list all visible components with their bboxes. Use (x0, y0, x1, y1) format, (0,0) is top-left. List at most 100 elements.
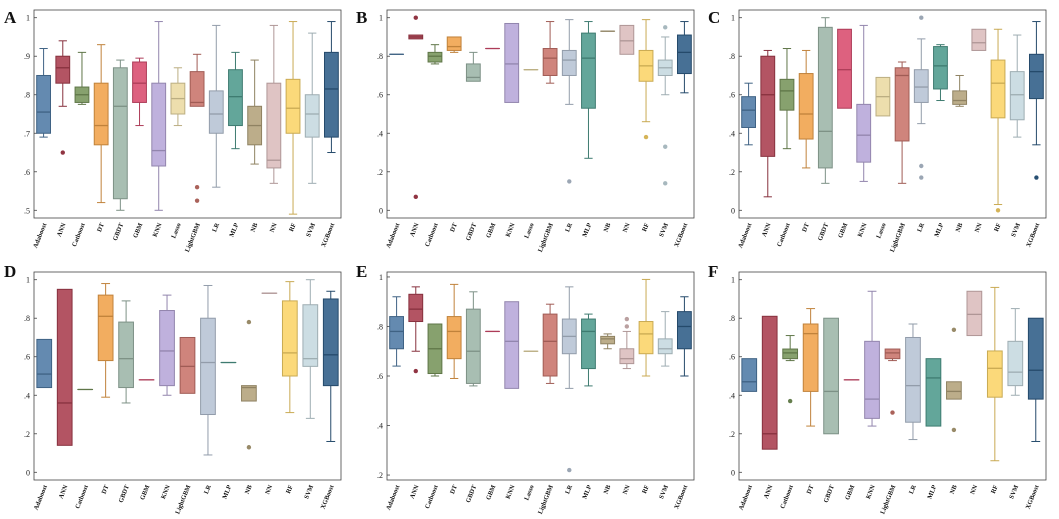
x-tick-label-adaboost: Adaboost (738, 483, 755, 511)
x-tick-label-adaboost: Adaboost (32, 221, 49, 249)
x-tick-label-catboost: Catboost (776, 221, 792, 248)
x-tick-label-gbdt: GBDT (465, 222, 479, 242)
outlier-point (951, 327, 957, 332)
outlier-point (890, 410, 895, 415)
y-tick-label-e: .8 (377, 322, 383, 331)
outlier-point (567, 467, 572, 473)
box-gbdt (118, 321, 134, 389)
x-tick-label-lightgbm: LightGBM (537, 484, 555, 515)
y-tick-label-d: .6 (24, 353, 30, 362)
x-tick-label-lightgbm: LightGBM (889, 222, 907, 253)
x-tick-label-nb: NB (603, 222, 613, 234)
x-tick-label-nn: NN (269, 222, 279, 234)
panel-a: .5 .6 .7 .8 .9 1 Adaboost ANN Catboost DT GBDT GBM K… (24, 9, 342, 253)
x-tick-label-catboost: Catboost (424, 221, 440, 248)
y-tick-label-d: 0 (26, 468, 30, 477)
box-svm (1009, 71, 1025, 121)
box-gbm (132, 61, 147, 103)
outlier-point (919, 175, 924, 180)
x-tick-label-dt: DT (449, 484, 459, 496)
panel-f: 0 .2 .4 .6 .8 1 Adaboost ANN Catboost DT GBDT GBM KN… (729, 271, 1047, 515)
x-tick-label-knn: KNN (857, 222, 869, 238)
x-tick-label-rf: RF (285, 484, 295, 495)
y-tick-label-a: .7 (24, 129, 30, 138)
x-tick-label-dt: DT (449, 222, 459, 234)
box-rf (281, 300, 298, 377)
x-tick-label-lasso: Lasso (523, 222, 535, 239)
x-tick-label-adaboost: Adaboost (33, 483, 50, 511)
x-tick-label-xgboost: XGBoost (320, 483, 336, 510)
box-knn (504, 22, 520, 103)
box-knn (856, 103, 872, 163)
outlier-point (663, 25, 668, 30)
x-tick-label-gbm: GBM (132, 222, 144, 239)
y-tick-label-b: .8 (377, 52, 383, 61)
box-dt (446, 316, 462, 360)
x-tick-label-mlp: MLP (221, 484, 233, 500)
box-lr (208, 90, 224, 134)
x-tick-label-adaboost: Adaboost (385, 221, 402, 249)
x-tick-label-lr: LR (564, 484, 574, 495)
box-mlp (933, 46, 948, 90)
y-tick-label-f: 1 (731, 276, 735, 285)
x-tick-label-gbm: GBM (485, 484, 497, 501)
box-adaboost (36, 74, 52, 134)
box-nn (971, 28, 987, 51)
x-tick-label-knn: KNN (160, 484, 172, 500)
box-svm (304, 94, 320, 138)
x-tick-label-lasso: Lasso (170, 222, 182, 239)
y-tick-label-b: 0 (379, 206, 383, 215)
outlier-point (413, 194, 418, 200)
y-tick-label-a: .8 (24, 91, 30, 100)
x-tick-label-dt: DT (801, 222, 811, 234)
x-tick-label-dt: DT (806, 484, 816, 496)
x-tick-label-catboost: Catboost (424, 483, 440, 510)
outlier-point (919, 163, 924, 169)
x-tick-label-xgboost: XGBoost (673, 221, 689, 248)
x-tick-label-svm: SVM (658, 484, 670, 500)
x-tick-label-nb: NB (603, 484, 613, 496)
plot-frame-f (738, 271, 1047, 481)
box-mlp (581, 318, 596, 370)
x-tick-label-svm: SVM (658, 222, 670, 238)
x-tick-label-gbm: GBM (139, 484, 151, 501)
x-tick-label-mlp: MLP (933, 222, 945, 238)
x-tick-label-knn: KNN (865, 484, 877, 500)
x-tick-label-ann: ANN (409, 484, 421, 500)
y-tick-label-f: .6 (729, 353, 735, 362)
box-mlp (925, 358, 942, 427)
x-tick-label-xgboost: XGBoost (1025, 483, 1041, 510)
box-nb (600, 335, 616, 345)
box-ann (56, 288, 73, 446)
plot-frame-b (386, 9, 695, 219)
x-tick-label-catboost: Catboost (779, 483, 795, 510)
y-tick-label-b: .4 (377, 129, 383, 138)
outlier-point (995, 208, 1001, 213)
y-tick-label-c: .6 (729, 91, 735, 100)
box-dt (802, 323, 819, 392)
y-tick-label-c: .4 (729, 129, 735, 138)
x-tick-label-ann: ANN (761, 222, 773, 238)
x-tick-label-svm: SVM (303, 484, 315, 500)
box-xgboost (323, 51, 339, 138)
outlier-point (246, 319, 252, 325)
box-dt (446, 36, 462, 51)
x-tick-label-gbdt: GBDT (817, 222, 831, 242)
panel-label-d: D (4, 262, 17, 281)
box-rf (990, 59, 1006, 119)
x-tick-label-lightgbm: LightGBM (184, 222, 202, 253)
box-ann (761, 315, 778, 450)
x-tick-label-nn: NN (974, 222, 984, 234)
box-dt (798, 73, 814, 140)
box-rf (986, 350, 1003, 398)
x-tick-label-gbm: GBM (485, 222, 497, 239)
box-knn (159, 310, 175, 387)
x-tick-label-dt: DT (96, 222, 106, 234)
x-tick-label-nb: NB (250, 222, 260, 234)
outlier-point (663, 181, 668, 186)
box-xgboost (676, 311, 692, 350)
outlier-point (194, 184, 200, 190)
box-mlp (581, 32, 596, 109)
